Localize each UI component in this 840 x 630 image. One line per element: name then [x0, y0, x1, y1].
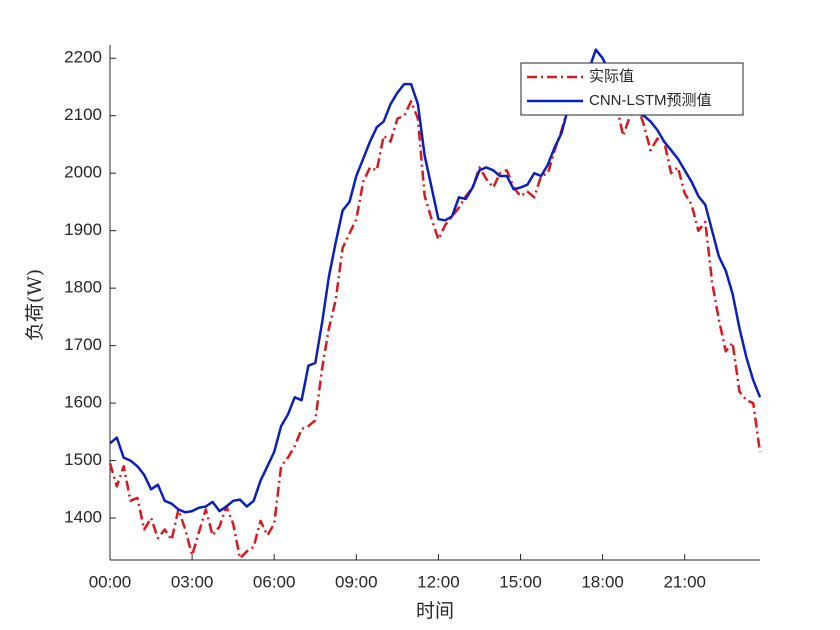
y-tick-label: 2000 [64, 163, 102, 182]
line-series [108, 68, 762, 560]
x-tick-label: 03:00 [171, 572, 214, 591]
y-tick-label: 1800 [64, 278, 102, 297]
y-tick-label: 1900 [64, 220, 102, 239]
x-axis-label: 时间 [416, 600, 454, 622]
y-tick-label: 2200 [64, 48, 102, 67]
y-axis-label: 负荷(W) [24, 269, 46, 341]
x-tick-label: 18:00 [581, 572, 624, 591]
legend-box [520, 62, 744, 116]
legend-label: CNN-LSTM预测值 [589, 92, 712, 109]
y-tick-label: 1700 [64, 335, 102, 354]
x-tick-label: 15:00 [499, 572, 542, 591]
x-tick-label: 12:00 [417, 572, 460, 591]
x-tick-label: 21:00 [663, 572, 706, 591]
y-tick-label: 1500 [64, 450, 102, 469]
y-tick-label: 1400 [64, 508, 102, 527]
legend-label: 实际值 [589, 68, 634, 85]
line-series [109, 48, 762, 514]
x-tick-label: 09:00 [335, 572, 378, 591]
x-tick-label: 06:00 [253, 572, 296, 591]
x-tick-label: 00:00 [89, 572, 132, 591]
y-tick-label: 2100 [64, 105, 102, 124]
y-tick-label: 1600 [64, 393, 102, 412]
